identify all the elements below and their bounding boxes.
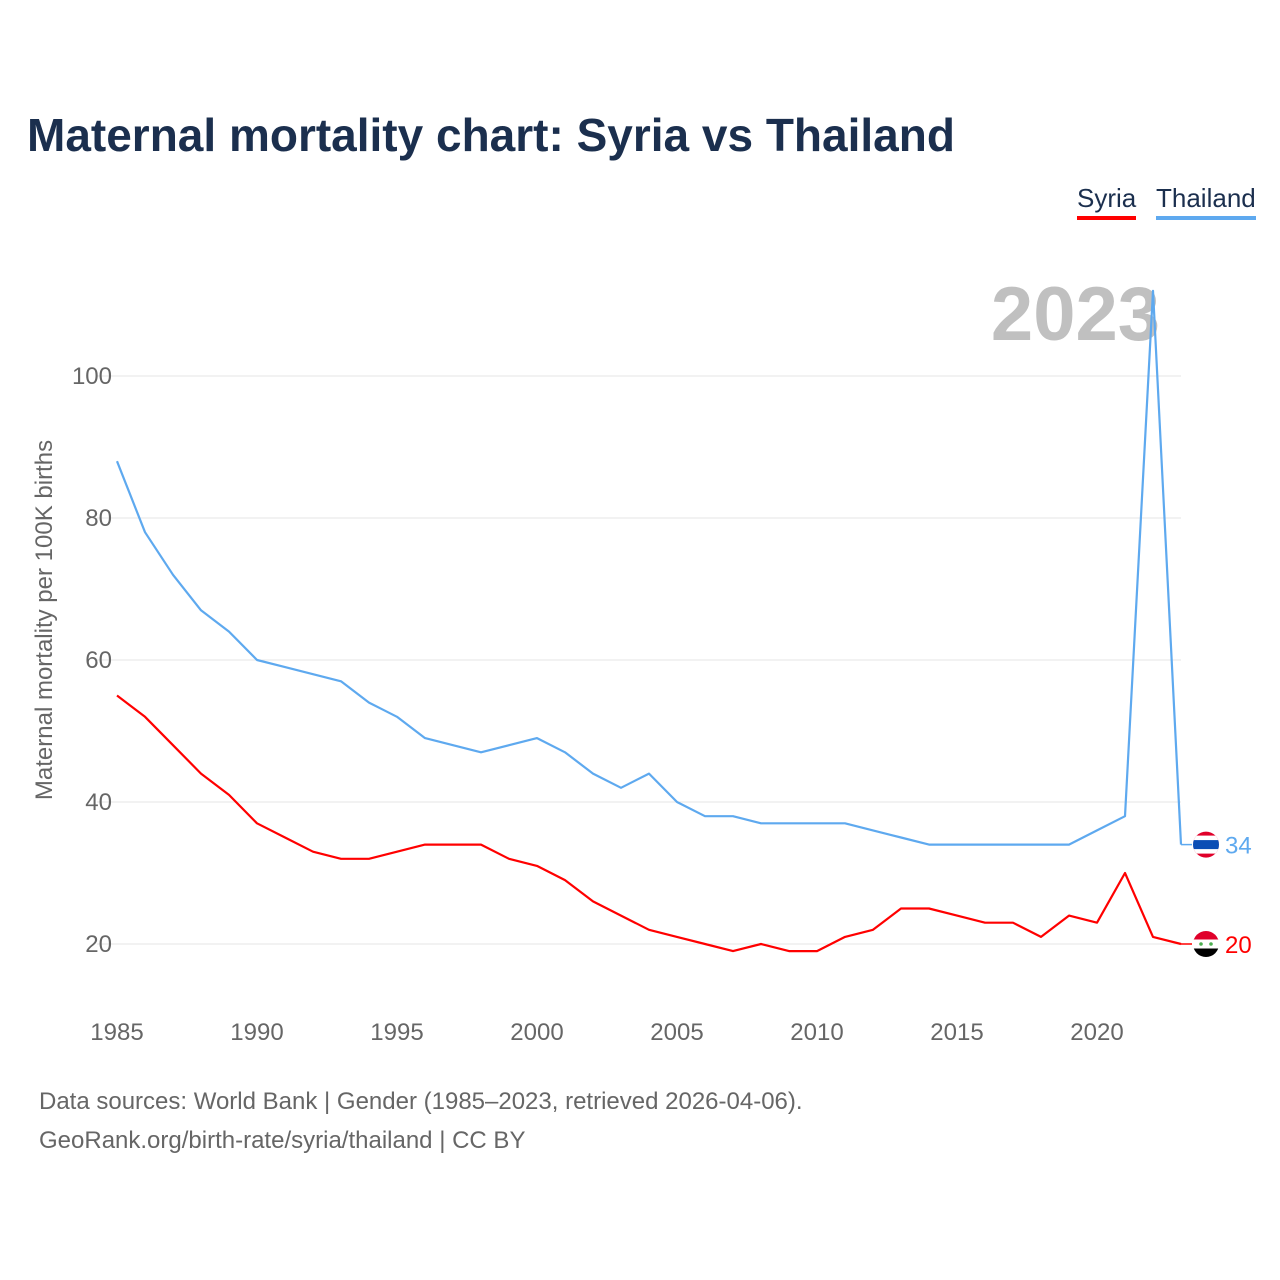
x-tick-label: 2015 bbox=[930, 1019, 983, 1046]
y-tick-label: 100 bbox=[72, 363, 112, 390]
series-line-thailand bbox=[115, 289, 1183, 846]
end-value-label: 20 bbox=[1225, 932, 1252, 959]
x-tick-label: 2005 bbox=[650, 1019, 703, 1046]
x-tick-label: 2010 bbox=[790, 1019, 843, 1046]
footer-sources: Data sources: World Bank | Gender (1985–… bbox=[39, 1088, 803, 1115]
footer-link[interactable]: GeoRank.org/birth-rate/syria/thailand | … bbox=[39, 1127, 526, 1154]
x-tick-label: 1995 bbox=[370, 1019, 423, 1046]
x-tick-label: 1985 bbox=[90, 1019, 143, 1046]
year-watermark: 2023 bbox=[991, 272, 1160, 357]
legend-thailand[interactable]: Thailand bbox=[1156, 183, 1256, 220]
thailand-flag-icon bbox=[1193, 831, 1219, 858]
x-tick-label: 2020 bbox=[1070, 1019, 1123, 1046]
x-tick-label: 1990 bbox=[230, 1019, 283, 1046]
series-line-syria bbox=[116, 694, 1182, 953]
y-tick-label: 20 bbox=[85, 931, 112, 958]
chart-title: Maternal mortality chart: Syria vs Thail… bbox=[27, 109, 955, 161]
x-tick-label: 2000 bbox=[510, 1019, 563, 1046]
y-axis-label: Maternal mortality per 100K births bbox=[31, 440, 58, 800]
legend-syria[interactable]: Syria bbox=[1077, 183, 1137, 220]
syria-flag-icon bbox=[1193, 931, 1219, 957]
end-value-label: 34 bbox=[1225, 833, 1252, 860]
y-tick-label: 40 bbox=[85, 789, 112, 816]
y-tick-label: 60 bbox=[85, 647, 112, 674]
y-tick-label: 80 bbox=[85, 505, 112, 532]
